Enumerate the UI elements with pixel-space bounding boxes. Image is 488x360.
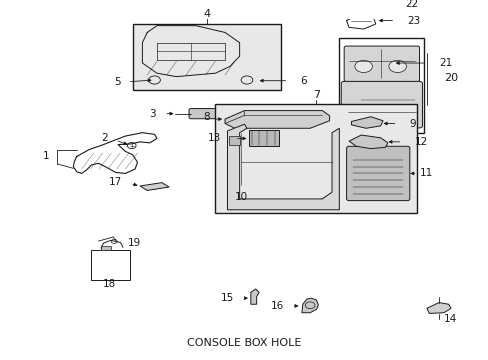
Text: 10: 10: [234, 192, 247, 202]
Bar: [249, 130, 278, 146]
Text: 18: 18: [102, 279, 116, 289]
Text: 15: 15: [220, 293, 233, 303]
Text: 7: 7: [312, 90, 319, 100]
Bar: [339, 37, 424, 133]
Text: 17: 17: [108, 177, 122, 187]
Bar: [101, 247, 111, 250]
Polygon shape: [348, 135, 387, 149]
Circle shape: [388, 60, 406, 73]
Text: 14: 14: [443, 314, 456, 324]
FancyBboxPatch shape: [189, 109, 221, 119]
Text: 23: 23: [407, 15, 420, 26]
Circle shape: [354, 60, 372, 73]
Text: 1: 1: [42, 152, 49, 162]
Polygon shape: [227, 124, 339, 210]
Text: CONSOLE BOX HOLE: CONSOLE BOX HOLE: [187, 338, 301, 348]
Text: 6: 6: [300, 76, 306, 86]
Bar: [91, 250, 130, 280]
Text: 16: 16: [270, 301, 284, 311]
Text: 4: 4: [203, 9, 210, 19]
Bar: [132, 24, 281, 90]
Circle shape: [397, 109, 411, 119]
Polygon shape: [250, 289, 259, 304]
Text: 3: 3: [149, 109, 156, 119]
Polygon shape: [351, 117, 382, 128]
Bar: [215, 104, 416, 212]
Text: 12: 12: [414, 137, 427, 147]
Bar: [228, 136, 239, 145]
Polygon shape: [224, 111, 329, 128]
Text: 19: 19: [127, 238, 141, 248]
Text: 13: 13: [207, 134, 221, 143]
FancyBboxPatch shape: [344, 46, 419, 82]
Text: 22: 22: [404, 0, 417, 9]
Polygon shape: [301, 298, 318, 313]
FancyBboxPatch shape: [341, 81, 422, 128]
Text: 2: 2: [101, 133, 107, 143]
Text: 21: 21: [438, 58, 451, 68]
Text: 11: 11: [419, 168, 432, 179]
Text: 8: 8: [203, 112, 209, 122]
FancyBboxPatch shape: [346, 146, 409, 201]
Circle shape: [353, 109, 368, 119]
Polygon shape: [140, 183, 169, 190]
Text: 9: 9: [409, 118, 416, 129]
Text: 5: 5: [114, 77, 120, 87]
Text: 20: 20: [443, 73, 457, 83]
Polygon shape: [426, 302, 450, 314]
